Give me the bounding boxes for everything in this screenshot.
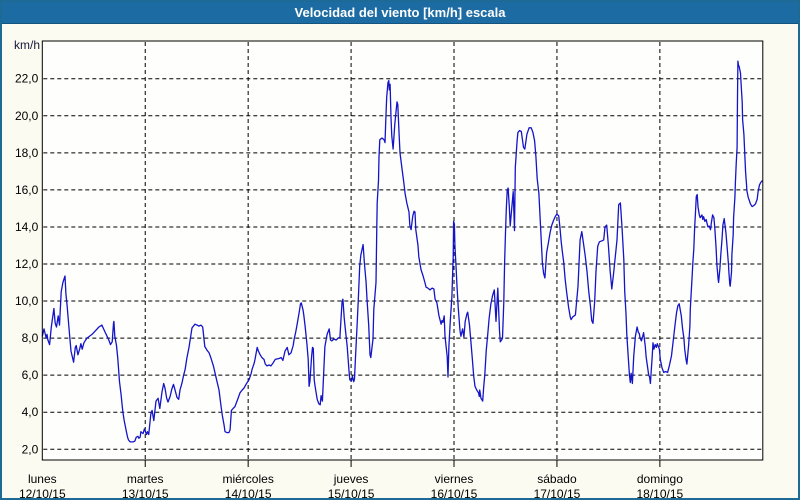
x-day-name-label: lunes	[28, 472, 57, 486]
chart-canvas: 22,0 20,0 18,0 16,0 14,0 12,0 10,0 8,0 6,0 4,0 2,0…	[15, 40, 764, 500]
y-tick-label: 16,0	[15, 183, 39, 197]
chart-title: Velocidad del viento [km/h] escala	[294, 5, 506, 20]
y-tick-label: 22,0	[15, 72, 39, 86]
x-day-date-label: 14/10/15	[225, 487, 272, 500]
y-tick-label: 14,0	[15, 220, 39, 234]
x-day-name-label: jueves	[333, 472, 369, 486]
x-day-date-label: 18/10/15	[637, 487, 684, 500]
x-day-name-label: sábado	[537, 472, 577, 486]
x-day-name-label: domingo	[637, 472, 683, 486]
y-tick-label: 10,0	[15, 294, 39, 308]
y-tick-label: 20,0	[15, 109, 39, 123]
x-day-date-label: 12/10/15	[19, 487, 66, 500]
plot-area	[42, 41, 763, 460]
y-tick-label: 12,0	[15, 257, 39, 271]
x-day-date-label: 16/10/15	[431, 487, 478, 500]
y-tick-label: 8,0	[22, 331, 39, 345]
x-day-name-label: miércoles	[222, 472, 273, 486]
wind-speed-line	[41, 60, 763, 443]
x-day-name-label: martes	[127, 472, 164, 486]
y-tick-label: 18,0	[15, 146, 39, 160]
x-day-date-label: 15/10/15	[328, 487, 375, 500]
y-tick-label: 2,0	[22, 442, 39, 456]
x-day-date-label: 17/10/15	[534, 487, 581, 500]
x-day-name-label: viernes	[435, 472, 474, 486]
y-axis-unit-label: km/h	[13, 38, 40, 52]
x-day-date-label: 13/10/15	[122, 487, 169, 500]
y-tick-label: 6,0	[22, 368, 39, 382]
chart-title-bar: Velocidad del viento [km/h] escala	[2, 2, 798, 24]
y-tick-label: 4,0	[22, 405, 39, 419]
plot-border	[41, 40, 764, 461]
